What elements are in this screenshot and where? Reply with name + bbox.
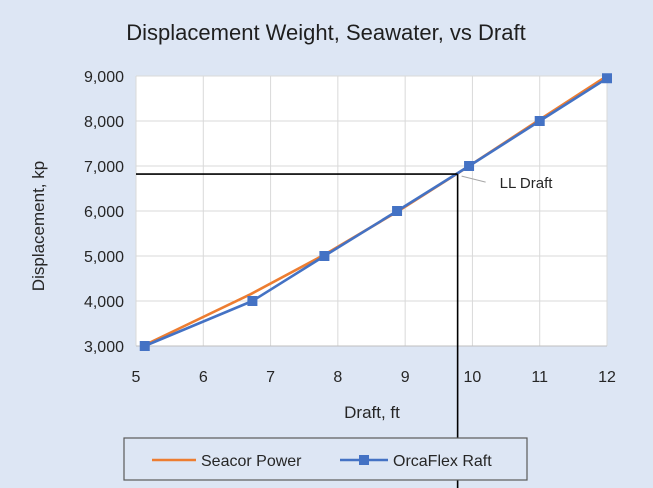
y-tick-label: 8,000 bbox=[84, 114, 124, 131]
x-tick-label: 9 bbox=[401, 369, 410, 386]
annotation-leader-line bbox=[461, 175, 486, 183]
annotation-label: LL Draft bbox=[500, 175, 554, 192]
legend: Seacor Power OrcaFlex Raft bbox=[152, 453, 492, 470]
series-marker bbox=[139, 341, 150, 351]
x-tick-labels: 5 6 7 8 9 10 11 12 bbox=[132, 369, 616, 386]
series-marker bbox=[602, 73, 612, 84]
y-tick-label: 9,000 bbox=[84, 69, 124, 86]
legend-marker bbox=[359, 455, 369, 465]
legend-label: Seacor Power bbox=[201, 453, 302, 470]
y-tick-label: 6,000 bbox=[84, 204, 124, 221]
y-tick-label: 4,000 bbox=[84, 294, 124, 311]
x-tick-label: 8 bbox=[333, 369, 342, 386]
x-tick-label: 12 bbox=[598, 369, 616, 386]
series-marker bbox=[319, 251, 330, 261]
annotation-layer: LL Draft bbox=[136, 173, 554, 488]
series-layer bbox=[139, 73, 612, 351]
x-axis-title: Draft, ft bbox=[344, 403, 400, 422]
y-axis-title: Displacement, kp bbox=[29, 161, 48, 291]
series-marker bbox=[534, 116, 545, 126]
chart-title: Displacement Weight, Seawater, vs Draft bbox=[126, 20, 525, 45]
series-marker bbox=[247, 296, 258, 306]
series-marker bbox=[464, 161, 475, 171]
y-tick-labels: 3,000 4,000 5,000 6,000 7,000 8,000 9,000 bbox=[84, 69, 124, 356]
series-marker bbox=[392, 206, 403, 216]
x-tick-label: 5 bbox=[132, 369, 141, 386]
x-tick-label: 6 bbox=[199, 369, 208, 386]
y-tick-label: 5,000 bbox=[84, 249, 124, 266]
x-tick-label: 10 bbox=[464, 369, 482, 386]
y-tick-label: 3,000 bbox=[84, 339, 124, 356]
x-tick-label: 11 bbox=[531, 369, 548, 386]
legend-label: OrcaFlex Raft bbox=[393, 453, 492, 470]
gridlines bbox=[135, 75, 608, 347]
y-tick-label: 7,000 bbox=[84, 159, 124, 176]
x-tick-label: 7 bbox=[266, 369, 275, 386]
